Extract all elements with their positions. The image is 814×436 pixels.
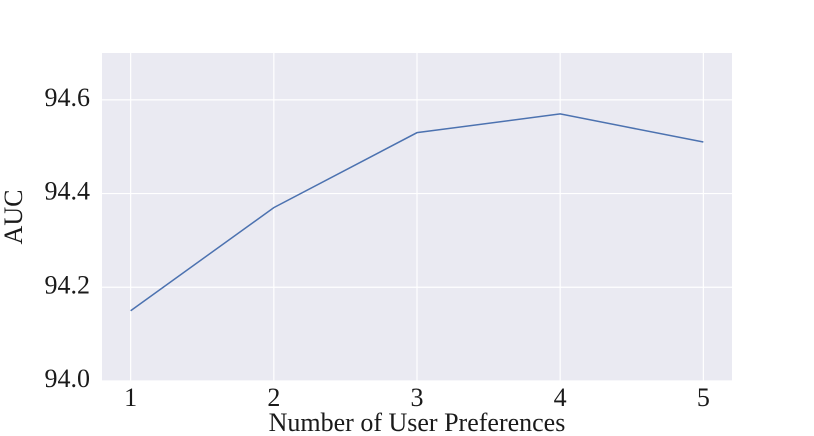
x-tick-label: 5 bbox=[697, 383, 710, 412]
x-tick-label: 3 bbox=[411, 383, 424, 412]
y-tick-label: 94.2 bbox=[45, 270, 91, 299]
y-tick-label: 94.6 bbox=[45, 83, 91, 112]
x-tick-label: 2 bbox=[267, 383, 280, 412]
y-tick-label: 94.4 bbox=[45, 177, 91, 206]
x-tick-label: 4 bbox=[554, 383, 567, 412]
y-axis-label: AUC bbox=[0, 190, 28, 245]
y-tick-label: 94.0 bbox=[45, 364, 91, 393]
data-line bbox=[130, 113, 704, 312]
x-axis-label: Number of User Preferences bbox=[269, 408, 566, 436]
x-tick-label: 1 bbox=[124, 383, 137, 412]
